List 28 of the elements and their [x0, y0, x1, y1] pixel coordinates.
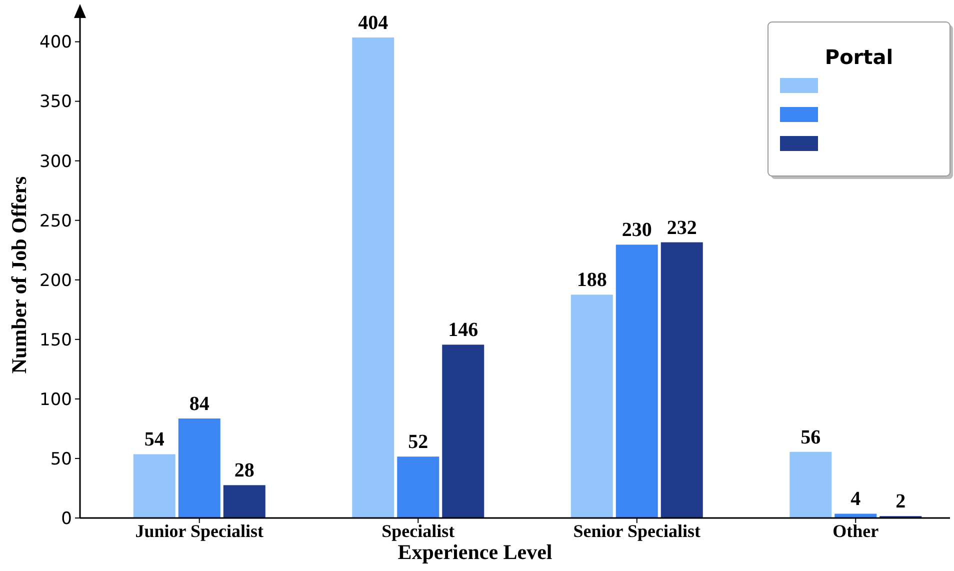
y-tick-label: 400 [40, 32, 72, 53]
y-tick-label: 300 [40, 152, 72, 172]
x-tick-label: Other [832, 521, 879, 541]
y-tick-label: 50 [50, 449, 72, 470]
data-label: 52 [408, 431, 428, 454]
y-tick-label: 250 [40, 211, 72, 232]
data-label: 54 [144, 428, 164, 451]
y-axis-title: Number of Job Offers [7, 176, 31, 374]
y-tick-label: 350 [40, 92, 72, 112]
data-label: 2 [896, 490, 906, 513]
data-label: 230 [622, 219, 652, 242]
x-axis-title: Experience Level [398, 540, 552, 564]
data-label: 28 [234, 460, 254, 482]
x-tick-label: Senior Specialist [573, 521, 700, 541]
data-label: 232 [666, 216, 697, 239]
data-label: 146 [448, 319, 478, 342]
data-label: 4 [850, 488, 861, 510]
legend-title: Portal [824, 45, 894, 69]
x-tick-label: Junior Specialist [135, 521, 264, 541]
data-label: 188 [576, 269, 607, 292]
data-label: 84 [189, 392, 210, 415]
x-tick-label: Specialist [382, 521, 455, 541]
data-label: 404 [358, 12, 388, 34]
data-label: 56 [800, 426, 821, 448]
y-tick-label: 200 [40, 270, 72, 291]
y-tick-label: 150 [40, 330, 72, 350]
y-tick-label: 0 [61, 508, 72, 529]
y-tick-label: 100 [40, 390, 72, 410]
